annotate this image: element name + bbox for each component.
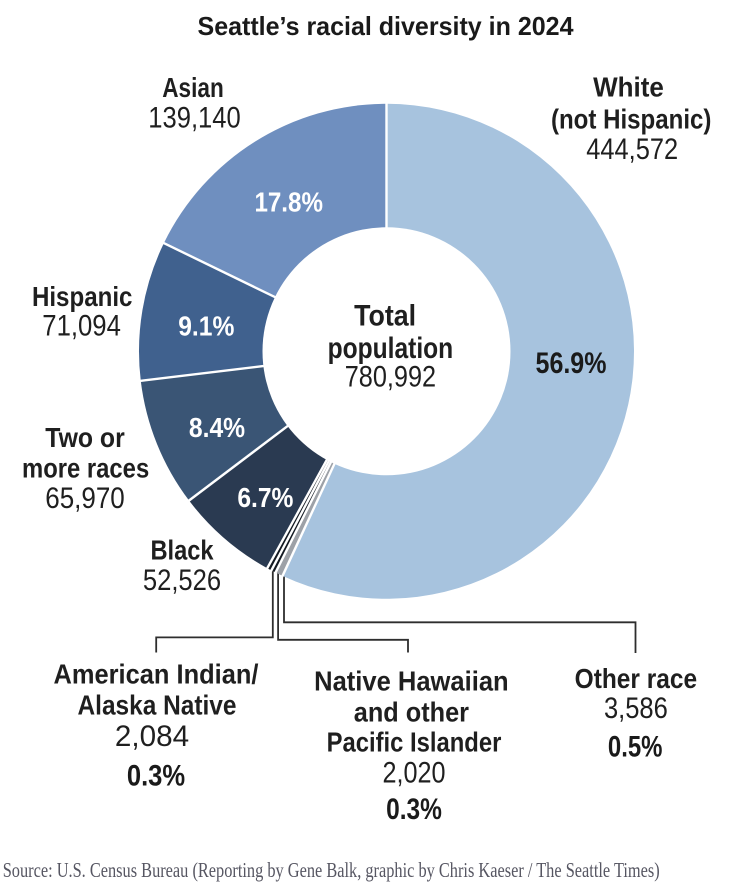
svg-text:American Indian/: American Indian/ [54, 659, 259, 690]
svg-text:Pacific Islander: Pacific Islander [327, 727, 502, 758]
svg-text:Alaska Native: Alaska Native [78, 689, 237, 720]
svg-text:Seattle’s racial diversity in: Seattle’s racial diversity in 2024 [198, 11, 575, 41]
svg-text:Source: U.S. Census Bureau (Re: Source: U.S. Census Bureau (Reporting by… [3, 858, 660, 882]
svg-text:0.3%: 0.3% [386, 793, 442, 826]
svg-text:population: population [328, 332, 454, 365]
svg-text:0.5%: 0.5% [608, 731, 663, 764]
svg-text:780,992: 780,992 [345, 360, 436, 393]
svg-text:444,572: 444,572 [586, 133, 678, 166]
svg-text:8.4%: 8.4% [189, 412, 245, 443]
svg-text:more races: more races [22, 452, 149, 483]
svg-text:0.3%: 0.3% [127, 759, 185, 792]
svg-text:71,094: 71,094 [42, 309, 121, 342]
svg-text:Asian: Asian [162, 72, 224, 103]
svg-text:56.9%: 56.9% [536, 347, 607, 380]
svg-text:Total: Total [354, 299, 416, 332]
svg-text:2,020: 2,020 [383, 757, 446, 790]
svg-text:Other race: Other race [575, 663, 698, 694]
svg-text:(not Hispanic): (not Hispanic) [551, 104, 712, 135]
svg-text:17.8%: 17.8% [254, 187, 323, 218]
svg-text:and other: and other [354, 696, 469, 727]
svg-text:52,526: 52,526 [143, 564, 221, 597]
svg-text:139,140: 139,140 [148, 101, 240, 134]
svg-text:White: White [593, 72, 664, 103]
svg-text:6.7%: 6.7% [237, 482, 293, 513]
svg-text:Hispanic: Hispanic [32, 281, 133, 312]
svg-text:9.1%: 9.1% [178, 311, 234, 342]
svg-text:Two or: Two or [45, 422, 125, 453]
svg-text:65,970: 65,970 [45, 482, 125, 515]
svg-text:Native Hawaiian: Native Hawaiian [314, 665, 509, 696]
svg-text:2,084: 2,084 [115, 720, 189, 753]
svg-text:3,586: 3,586 [604, 692, 668, 725]
svg-text:Black: Black [150, 534, 213, 565]
